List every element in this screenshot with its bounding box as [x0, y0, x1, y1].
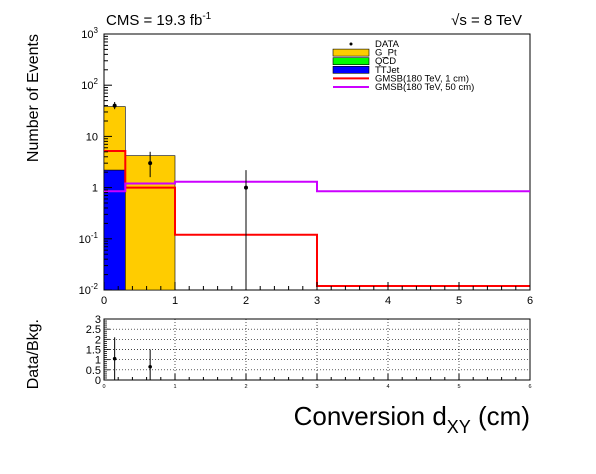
top-x-axis: 0 1 2 3 4 5 6 — [101, 282, 533, 307]
ratio-y-tick-label: 3 — [95, 314, 101, 326]
data-point-1 — [148, 161, 153, 166]
luminosity-main: CMS = 19.3 fb — [106, 12, 202, 29]
data-point-0 — [112, 103, 117, 108]
top-x-tick-label: 5 — [456, 295, 462, 307]
top-y-axis: 10-2 10-1 1 10 102 103 — [79, 26, 112, 297]
top-x-tick-label: 0 — [101, 295, 107, 307]
ratio-y-axis: 00.511.522.53 — [86, 314, 110, 387]
legend-swatch — [332, 57, 370, 66]
ratio-point-0 — [112, 356, 117, 361]
data-point-2 — [244, 185, 248, 190]
ratio-y-tick-label: 1 — [95, 355, 101, 367]
ratio-x-tick-label: 0 — [102, 384, 105, 390]
legend-swatch — [332, 48, 370, 57]
energy-main: s = 8 TeV — [459, 12, 522, 29]
top-x-tick-label: 1 — [172, 295, 178, 307]
legend-item-2: QCD — [332, 56, 396, 67]
signal-line-0 — [104, 149, 530, 287]
data-points — [112, 101, 248, 290]
stacked-histogram — [103, 106, 176, 291]
top-y-tick-label: 10-1 — [79, 231, 99, 246]
legend-swatch — [332, 66, 370, 74]
ratio-x-tick-label: 5 — [457, 384, 460, 390]
ratio-grid — [104, 319, 530, 380]
legend-item-5: GMSB(180 TeV, 50 cm) — [333, 82, 474, 93]
top-y-tick-label: 102 — [81, 77, 98, 92]
ratio-y-tick-label: 2.5 — [86, 324, 101, 336]
legend-label: GMSB(180 TeV, 1 cm) — [375, 73, 469, 84]
ratio-y-tick-label: 0 — [95, 375, 101, 387]
energy-sqrt: √ — [451, 12, 460, 29]
signal-line-1 — [104, 180, 530, 193]
ratio-points — [112, 337, 152, 380]
ratio-x-tick-label: 2 — [244, 384, 247, 390]
top-y-tick-label: 10 — [86, 131, 98, 143]
ratio-x-tick-label: 6 — [528, 384, 531, 390]
top-x-tick-label: 6 — [527, 295, 533, 307]
ratio-y-tick-label: 1.5 — [86, 345, 101, 357]
ratio-x-tick-label: 4 — [386, 384, 389, 390]
legend-item-3: TTJet — [332, 65, 400, 76]
top-y-tick-label: 103 — [81, 26, 98, 41]
legend-label: G_Pt — [375, 48, 397, 59]
ratio-y-tick-label: 2 — [95, 334, 101, 346]
top-y-axis-title: Number of Events — [25, 34, 42, 162]
x-axis-title: Conversion dXY (cm) — [294, 401, 530, 437]
top-x-tick-label: 2 — [243, 295, 249, 307]
ratio-y-tick-label: 0.5 — [86, 365, 101, 377]
top-y-tick-label: 1 — [92, 183, 98, 195]
x-axis-title-sub: XY — [447, 417, 471, 437]
ratio-point-1 — [148, 364, 152, 369]
legend-label: TTJet — [375, 65, 400, 76]
legend-label: QCD — [375, 56, 396, 67]
top-x-tick-label: 4 — [385, 295, 391, 307]
legend-item-1: G_Pt — [332, 48, 397, 59]
ratio-x-tick-label: 1 — [173, 384, 176, 390]
ratio-x-tick-label: 3 — [315, 384, 318, 390]
legend-item-0: DATA — [349, 39, 400, 50]
x-axis-title-main: Conversion d — [294, 401, 447, 431]
top-y-tick-label: 10-2 — [79, 282, 99, 297]
legend-label: DATA — [375, 39, 400, 50]
top-plot: 0 1 2 3 4 5 6 10-2 10-1 1 10 102 103 DATAG_PtQCDTTJ… — [25, 26, 533, 307]
legend-item-4: GMSB(180 TeV, 1 cm) — [333, 73, 469, 84]
ratio-x-axis: 0 1 2 3 4 5 6 — [102, 374, 532, 390]
x-axis-title-suffix: (cm) — [471, 401, 530, 431]
luminosity-sup: -1 — [202, 11, 211, 22]
luminosity-label: CMS = 19.3 fb-1 — [106, 11, 212, 29]
energy-label: √s = 8 TeV — [451, 12, 522, 29]
legend-label: GMSB(180 TeV, 50 cm) — [375, 82, 474, 93]
ratio-y-axis-title: Data/Bkg. — [25, 319, 42, 389]
legend-marker — [349, 42, 353, 46]
signal-lines — [104, 149, 530, 287]
top-x-tick-label: 3 — [314, 295, 320, 307]
